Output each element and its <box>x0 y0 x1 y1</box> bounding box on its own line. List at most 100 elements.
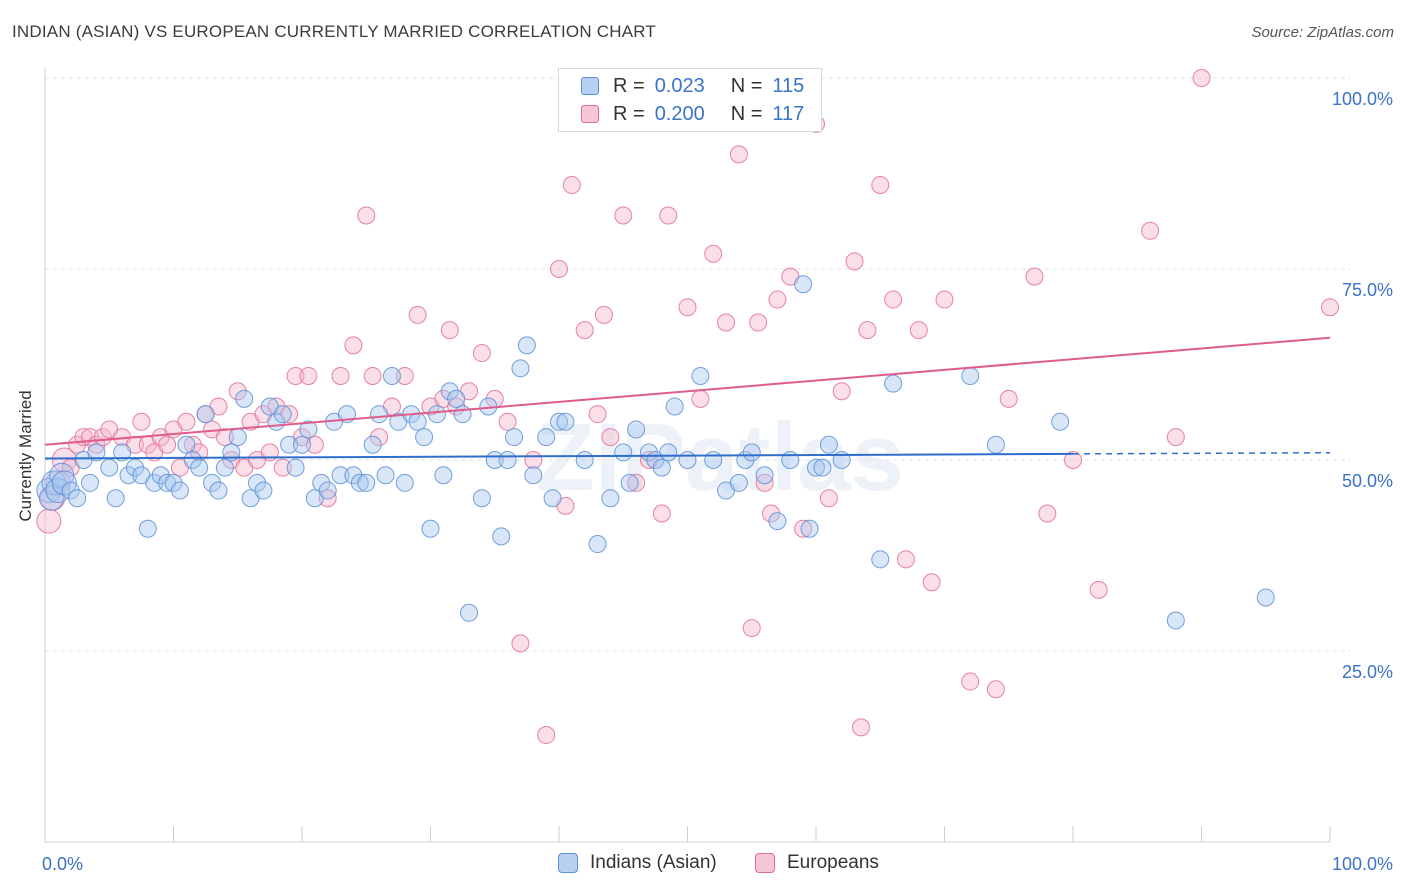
data-point <box>620 473 639 492</box>
data-point <box>318 489 337 508</box>
data-point <box>145 473 164 492</box>
data-point <box>164 473 183 492</box>
data-point <box>228 382 247 401</box>
data-point <box>1321 298 1339 317</box>
data-point <box>588 535 607 554</box>
data-point <box>652 458 671 477</box>
data-point <box>215 458 234 477</box>
data-point <box>318 481 337 500</box>
chart-title: INDIAN (ASIAN) VS EUROPEAN CURRENTLY MAR… <box>12 22 657 41</box>
data-point <box>51 447 77 473</box>
data-point <box>1089 580 1108 599</box>
data-point <box>344 336 363 355</box>
data-point <box>614 443 633 462</box>
data-point <box>203 473 222 492</box>
data-point <box>807 458 825 477</box>
data-point <box>704 244 723 263</box>
data-point <box>440 382 459 401</box>
x-tick-label: 0.0% <box>42 854 83 874</box>
pink-r-value: 0.200 <box>654 102 705 125</box>
data-point <box>819 435 838 454</box>
data-point <box>498 412 517 431</box>
data-point <box>704 451 723 469</box>
data-point <box>395 366 414 385</box>
data-point <box>986 435 1005 454</box>
data-point <box>293 435 311 454</box>
data-point <box>190 458 209 477</box>
data-point <box>813 458 832 477</box>
data-point <box>312 473 331 492</box>
legend-row-blue: R = 0.023 N = 115 <box>581 73 804 99</box>
y-axis-label: Currently Married <box>16 390 35 522</box>
series-indians-asian <box>36 275 1275 630</box>
correlation-legend: R = 0.023 N = 115 R = 0.200 N = 117 <box>558 68 822 132</box>
data-point <box>781 451 800 469</box>
data-point <box>331 366 350 385</box>
data-point <box>125 458 144 477</box>
data-point <box>228 428 247 447</box>
blue-n-value: 115 <box>772 74 805 97</box>
trend-line-indians-extension <box>1072 451 1331 455</box>
n-label: N = <box>730 74 763 97</box>
data-point <box>1256 588 1275 607</box>
data-point <box>87 443 106 462</box>
data-point <box>729 145 748 164</box>
legend-label-indians: Indians (Asian) <box>590 852 717 873</box>
data-point <box>665 397 684 416</box>
data-point <box>1064 451 1082 469</box>
data-point <box>113 443 132 462</box>
data-point <box>871 550 890 569</box>
data-point <box>209 481 228 500</box>
legend-row-pink: R = 0.200 N = 117 <box>581 101 804 127</box>
data-point <box>1192 69 1211 87</box>
data-point <box>742 619 761 638</box>
blue-swatch <box>581 77 599 95</box>
data-point <box>51 470 77 496</box>
legend-item-indians[interactable]: Indians (Asian) <box>558 852 717 874</box>
data-point <box>434 466 453 485</box>
data-point <box>800 519 819 538</box>
data-point <box>100 458 119 477</box>
data-point <box>376 466 395 485</box>
data-point <box>794 275 813 294</box>
data-point <box>273 458 292 477</box>
data-point <box>61 481 80 500</box>
data-point <box>588 405 607 424</box>
data-point <box>273 405 292 424</box>
data-point <box>749 313 768 332</box>
data-point <box>248 473 267 492</box>
blue-swatch <box>558 853 578 873</box>
data-point <box>845 252 864 271</box>
data-point <box>447 389 466 408</box>
data-point <box>556 412 575 431</box>
data-point <box>280 435 299 454</box>
data-point <box>768 512 787 531</box>
data-point <box>183 435 202 454</box>
data-point <box>678 451 697 469</box>
data-point <box>871 175 890 194</box>
data-point <box>851 718 870 737</box>
data-point <box>36 508 62 534</box>
data-point <box>601 428 620 447</box>
data-point <box>652 504 671 523</box>
data-point <box>196 405 215 424</box>
axes <box>44 68 1331 843</box>
data-point <box>460 603 479 622</box>
data-point <box>505 428 524 447</box>
data-point <box>729 473 748 492</box>
data-point <box>909 321 928 340</box>
data-point <box>415 428 434 447</box>
trend-line-europeans <box>44 336 1331 446</box>
data-point <box>896 550 915 569</box>
data-point <box>922 573 941 592</box>
data-point <box>819 489 838 508</box>
data-point <box>1051 412 1070 431</box>
r-label: R = <box>613 102 645 125</box>
data-point <box>1141 221 1160 240</box>
legend-item-europeans[interactable]: Europeans <box>755 852 879 874</box>
data-point <box>691 389 710 408</box>
data-point <box>177 435 196 454</box>
data-point <box>755 466 774 485</box>
data-point <box>363 435 382 454</box>
